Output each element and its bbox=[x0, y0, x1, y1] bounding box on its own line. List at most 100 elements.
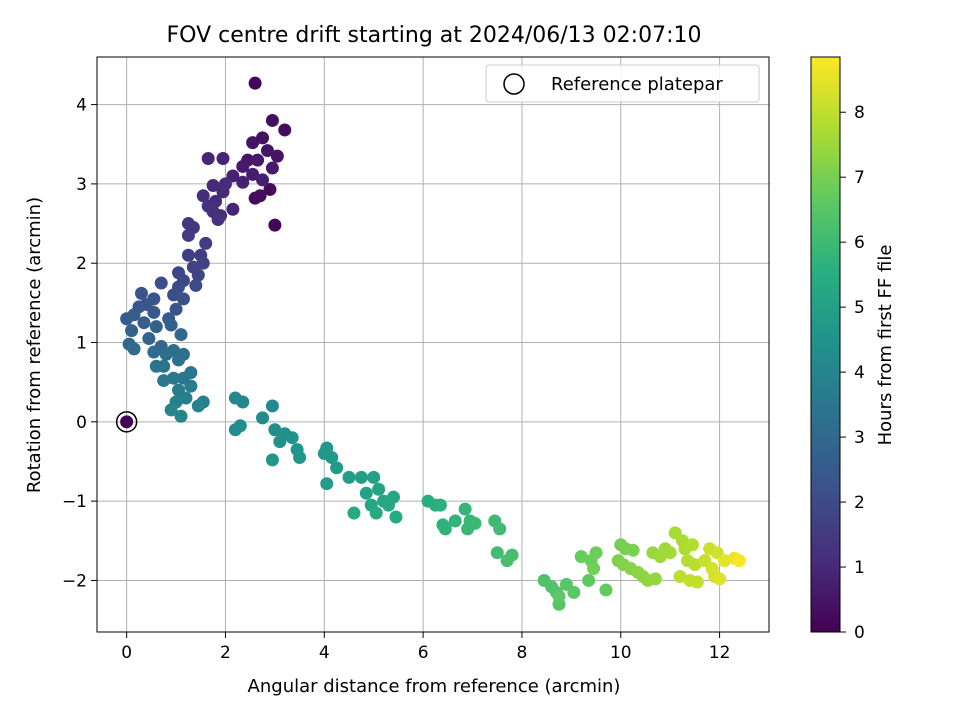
colorbar-tick-label: 8 bbox=[854, 103, 865, 123]
scatter-point bbox=[134, 286, 148, 300]
scatter-point bbox=[164, 403, 178, 417]
scatter-point bbox=[191, 268, 205, 282]
scatter-point bbox=[273, 435, 287, 449]
scatter-point bbox=[325, 451, 339, 465]
scatter-point bbox=[147, 305, 161, 319]
scatter-point bbox=[236, 175, 250, 189]
scatter-point bbox=[196, 189, 210, 203]
scatter-point bbox=[278, 123, 292, 137]
scatter-point bbox=[448, 514, 462, 528]
plot-frame bbox=[96, 56, 770, 633]
scatter-point bbox=[347, 506, 361, 520]
scatter-point bbox=[120, 415, 134, 429]
scatter-point bbox=[253, 189, 267, 203]
colorbar-tick-label: 2 bbox=[854, 493, 865, 513]
scatter-point bbox=[673, 569, 687, 583]
scatter-point bbox=[181, 228, 195, 242]
scatter-point bbox=[688, 558, 702, 572]
scatter-point bbox=[251, 153, 265, 167]
x-tick-label: 6 bbox=[418, 643, 429, 663]
legend-entry-label: Reference platepar bbox=[551, 74, 723, 95]
scatter-point bbox=[690, 575, 704, 589]
scatter-point bbox=[149, 359, 163, 373]
scatter-point bbox=[256, 173, 270, 187]
reference-point-marker bbox=[115, 411, 138, 433]
scatter-point bbox=[265, 161, 279, 175]
scatter-point bbox=[228, 423, 242, 437]
scatter-point bbox=[372, 482, 386, 496]
scatter-point bbox=[137, 316, 151, 330]
colorbar-label: Hours from first FF file bbox=[875, 245, 896, 446]
scatter-point bbox=[648, 572, 662, 586]
scatter-point bbox=[142, 332, 156, 346]
scatter-point bbox=[567, 585, 581, 599]
scatter-point bbox=[265, 113, 279, 127]
colorbar bbox=[810, 56, 841, 633]
scatter-point bbox=[248, 76, 262, 90]
scatter-point bbox=[718, 554, 732, 568]
x-axis-label: Angular distance from reference (arcmin) bbox=[248, 676, 621, 697]
colorbar-tick-label: 7 bbox=[854, 168, 865, 188]
scatter-point bbox=[256, 131, 270, 145]
scatter-point bbox=[256, 411, 270, 425]
y-tick-label: 2 bbox=[76, 254, 87, 274]
scatter-point bbox=[169, 302, 183, 316]
scatter-point bbox=[127, 342, 141, 356]
scatter-point bbox=[154, 276, 168, 290]
scatter-point bbox=[732, 554, 746, 568]
scatter-point bbox=[211, 213, 225, 227]
scatter-point bbox=[226, 202, 240, 216]
scatter-point bbox=[236, 159, 250, 173]
x-tick-label: 10 bbox=[610, 643, 632, 663]
scatter-point bbox=[164, 318, 178, 332]
y-axis-ticks: −2 −1 0 1 2 3 4 bbox=[62, 96, 97, 591]
scatter-point bbox=[191, 399, 205, 413]
scatter-point bbox=[174, 328, 188, 342]
scatter-point bbox=[330, 461, 344, 475]
colorbar-tick-label: 6 bbox=[854, 233, 865, 253]
x-axis-ticks: 0 2 4 6 8 10 12 bbox=[121, 632, 730, 663]
scatter-point bbox=[196, 256, 210, 270]
y-tick-label: 0 bbox=[76, 413, 87, 433]
scatter-point bbox=[582, 573, 596, 587]
chart-title: FOV centre drift starting at 2024/06/13 … bbox=[167, 23, 702, 48]
scatter-point bbox=[359, 486, 373, 500]
scatter-point bbox=[354, 470, 368, 484]
scatter-point bbox=[265, 453, 279, 467]
scatter-point bbox=[167, 288, 181, 302]
scatter-point bbox=[263, 182, 277, 196]
scatter-point bbox=[181, 248, 195, 262]
scatter-point bbox=[199, 236, 213, 250]
legend-box bbox=[485, 64, 760, 103]
scatter-point bbox=[468, 516, 482, 530]
colorbar-tick-label: 0 bbox=[854, 623, 865, 643]
scatter-point bbox=[179, 391, 193, 405]
scatter-point bbox=[552, 589, 566, 603]
scatter-point bbox=[189, 278, 203, 292]
legend: Reference platepar bbox=[485, 64, 760, 103]
scatter-point bbox=[438, 522, 452, 536]
scatter-point bbox=[663, 546, 677, 560]
colorbar-tick-label: 5 bbox=[854, 298, 865, 318]
scatter-point bbox=[184, 379, 198, 393]
y-axis-label: Rotation from reference (arcmin) bbox=[24, 197, 45, 493]
y-tick-label: 4 bbox=[76, 96, 87, 116]
y-tick-label: 3 bbox=[76, 175, 87, 195]
x-tick-label: 2 bbox=[220, 643, 231, 663]
scatter-point bbox=[685, 538, 699, 552]
scatter-point bbox=[599, 583, 613, 597]
scatter-point bbox=[500, 554, 514, 568]
scatter-point bbox=[493, 522, 507, 536]
colorbar-ticks: 0 1 2 3 4 5 6 7 8 bbox=[840, 103, 865, 643]
scatter-point bbox=[490, 546, 504, 560]
scatter-point bbox=[174, 409, 188, 423]
colorbar-tick-label: 4 bbox=[854, 363, 865, 383]
scatter-point bbox=[285, 431, 299, 445]
scatter-point bbox=[167, 371, 181, 385]
scatter-point bbox=[120, 312, 134, 326]
scatter-point bbox=[260, 144, 274, 158]
x-tick-label: 8 bbox=[517, 643, 528, 663]
scatter-point bbox=[268, 218, 282, 232]
scatter-point bbox=[320, 477, 334, 491]
scatter-point bbox=[149, 320, 163, 334]
